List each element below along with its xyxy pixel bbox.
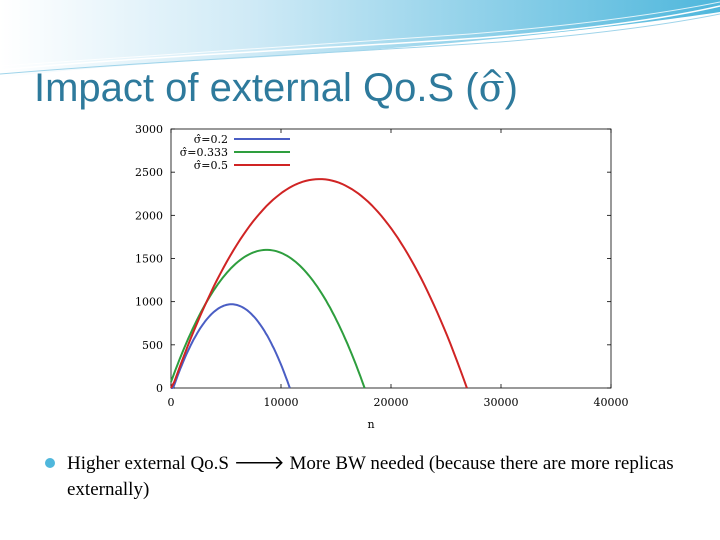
legend-label-2: σ̂=0.333 bbox=[180, 146, 228, 159]
hat-mark: ^ bbox=[479, 64, 505, 99]
bullet-icon bbox=[45, 458, 55, 468]
y-tick-label: 3000 bbox=[135, 123, 163, 136]
x-tick-label: 20000 bbox=[374, 396, 409, 409]
x-tick-label: 40000 bbox=[594, 396, 629, 409]
plot-frame bbox=[170, 128, 612, 389]
x-tick-label: 10000 bbox=[264, 396, 299, 409]
y-tick-label: 2000 bbox=[135, 209, 163, 222]
right-arrow-icon: 🡒 bbox=[233, 453, 285, 474]
legend-label-3: σ̂=0.5 bbox=[194, 159, 228, 172]
y-tick-label: 0 bbox=[156, 382, 163, 395]
y-tick-label: 500 bbox=[142, 339, 163, 352]
header-decoration bbox=[0, 0, 720, 78]
series-line-2 bbox=[170, 248, 366, 389]
sigma-letter: σ bbox=[478, 66, 505, 110]
y-tick-label: 1000 bbox=[135, 296, 163, 309]
chart-panel: 0 500 1000 1500 2000 2500 3000 0 10000 20000 30000… bbox=[124, 116, 636, 436]
bullet-text: Higher external Qo.S 🡒 More BW needed (b… bbox=[67, 451, 707, 503]
x-tick-label: 30000 bbox=[484, 396, 519, 409]
y-tick-label: 2500 bbox=[135, 166, 163, 179]
series-line-1 bbox=[171, 303, 291, 389]
x-tick-label: 0 bbox=[168, 396, 175, 409]
bullet-part1: Higher external Qo.S bbox=[67, 453, 229, 474]
title-close-paren: ) bbox=[504, 66, 518, 110]
bullet-part2: More BW needed (because there are more r… bbox=[67, 453, 674, 500]
slide-title: Impact of external Qo.S (^ σ) bbox=[34, 64, 518, 112]
series-line-3 bbox=[170, 178, 468, 389]
y-tick-label: 1500 bbox=[135, 253, 163, 266]
x-axis-label: n bbox=[367, 418, 374, 431]
title-text: Impact of external Qo.S ( bbox=[34, 66, 479, 110]
sigma-hat-symbol: ^ σ bbox=[479, 64, 505, 112]
legend-label-1: σ̂=0.2 bbox=[194, 133, 228, 146]
